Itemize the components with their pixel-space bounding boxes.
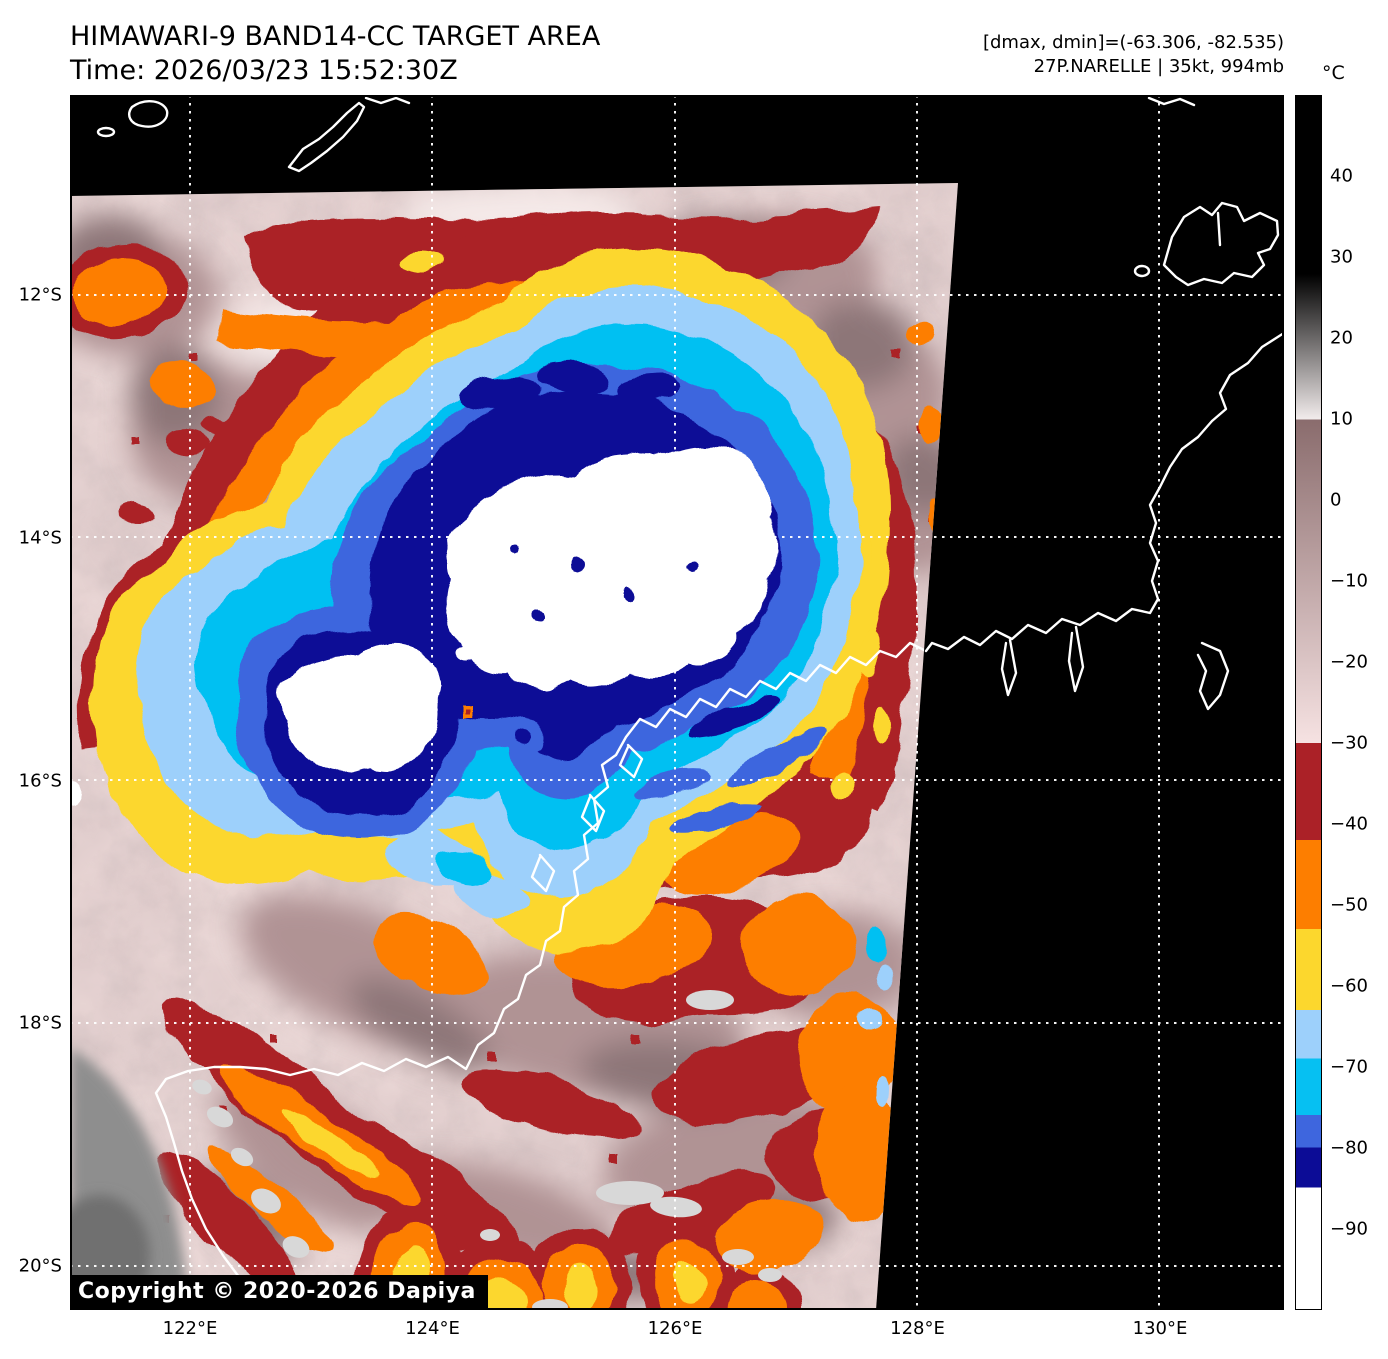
- colorbar-tick-label: −40: [1330, 813, 1368, 835]
- info-block: [dmax, dmin]=(-63.306, -82.535) 27P.NARE…: [983, 31, 1284, 79]
- colorbar-gradient: [1295, 95, 1322, 1310]
- plot-frame: [70, 95, 1284, 1310]
- tiwi-islands: [1133, 201, 1280, 287]
- longitude-tick-label: 122°E: [162, 1318, 218, 1339]
- coastline-kimberley: [154, 641, 928, 1310]
- colorbar-tick-label: −60: [1330, 975, 1368, 997]
- longitude-tick-label: 124°E: [405, 1318, 460, 1339]
- longitude-tick-label: 130°E: [1132, 1318, 1188, 1339]
- copyright-badge: Copyright © 2020-2026 Dapiya: [70, 1275, 488, 1310]
- colorbar-tick-label: 20: [1330, 327, 1353, 349]
- latitude-tick-label: 20°S: [18, 1255, 62, 1277]
- colorbar-tick-label: 40: [1330, 165, 1353, 187]
- latitude-tick-label: 16°S: [18, 770, 62, 792]
- colorbar-tick-label: 0: [1330, 489, 1342, 511]
- map-plot-area: Copyright © 2020-2026 Dapiya: [70, 95, 1284, 1310]
- longitude-axis-labels: 122°E 124°E 126°E 128°E 130°E: [70, 1318, 1284, 1348]
- colorbar-tick-label: −30: [1330, 732, 1368, 754]
- graticule-gridlines: [70, 95, 1284, 1310]
- colorbar-tick-label: 30: [1330, 246, 1353, 268]
- latitude-tick-label: 18°S: [18, 1012, 62, 1034]
- longitude-tick-label: 126°E: [647, 1318, 703, 1339]
- cold-cloud-layers: [70, 207, 946, 1310]
- colorbar-tick-label: −20: [1330, 651, 1368, 673]
- colorbar-tick-label: −50: [1330, 894, 1368, 916]
- storm-info: 27P.NARELLE | 35kt, 994mb: [1033, 56, 1284, 77]
- page-title: HIMAWARI-9 BAND14-CC TARGET AREA: [70, 21, 601, 52]
- title-block: HIMAWARI-9 BAND14-CC TARGET AREA Time: 2…: [70, 20, 600, 88]
- colorbar-tick-label: −90: [1330, 1218, 1368, 1240]
- coastline-black-region: [96, 96, 1284, 711]
- satellite-image: [70, 95, 1284, 1310]
- colorbar-ticks: 40 30 20 10 0 −10 −20 −30 −40 −50 −60 −70 −80 −90: [1330, 95, 1388, 1310]
- latitude-tick-label: 12°S: [18, 284, 62, 306]
- colorbar-tick-label: −70: [1330, 1056, 1368, 1078]
- latitude-tick-label: 14°S: [18, 527, 62, 549]
- colorbar-tick-label: −10: [1330, 570, 1368, 592]
- layer-coldest-white: [70, 444, 777, 806]
- dmax-dmin-readout: [dmax, dmin]=(-63.306, -82.535): [982, 32, 1284, 53]
- eye-vortex: [462, 705, 541, 754]
- timestamp: Time: 2026/03/23 15:52:30Z: [70, 55, 458, 86]
- nt-mainland-coast: [924, 331, 1284, 711]
- colorbar-tick-label: −80: [1330, 1137, 1368, 1159]
- colorbar-tick-label: 10: [1330, 408, 1353, 430]
- latitude-axis-labels: 12°S 14°S 16°S 18°S 20°S: [0, 95, 62, 1310]
- colorbar-unit-label: °C: [1322, 62, 1345, 84]
- longitude-tick-label: 128°E: [890, 1318, 945, 1339]
